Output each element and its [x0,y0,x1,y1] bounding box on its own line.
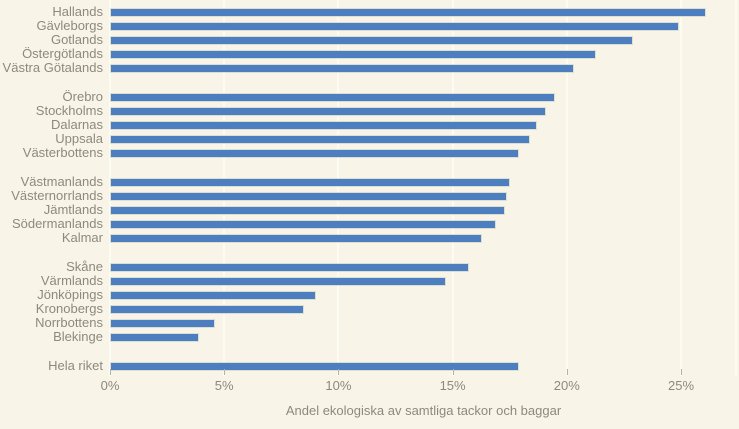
bar [110,361,519,371]
bar-row: Gotlands [0,33,739,47]
category-label: Västerbottens [22,145,103,160]
bar [110,219,496,229]
bar-row: Västmanlands [0,175,739,189]
category-label: Norrbottens [35,315,103,330]
bar-row: Hallands [0,5,739,19]
gridline [565,0,568,376]
bar-row: Norrbottens [0,316,739,330]
bar [110,290,316,300]
bar-row: Dalarnas [0,118,739,132]
bar [110,7,707,17]
bar-row: Västerbottens [0,146,739,160]
category-label: Jämtlands [43,202,103,217]
bar-row: Örebro [0,90,739,104]
bar [110,304,305,314]
category-label: Värmlands [40,273,103,288]
plot-area [109,0,737,376]
bar-row: Västernorrlands [0,189,739,203]
bar [110,134,531,144]
bar-row: Västra Götalands [0,61,739,75]
bar [110,205,506,215]
x-tick-label: 15% [439,378,466,393]
category-label: Kronobergs [35,301,103,316]
bar [110,21,679,31]
bar [110,233,483,243]
bar [110,63,574,73]
bar [110,332,200,342]
x-axis-title: Andel ekologiska av samtliga tackor och … [285,403,562,418]
bar [110,106,547,116]
bar-row: Blekinge [0,330,739,344]
category-label: Skåne [66,259,103,274]
category-label: Kalmar [61,230,103,245]
bar-row: Södermanlands [0,217,739,231]
x-tick-label: 10% [325,378,352,393]
bar [110,120,538,130]
bar [110,177,510,187]
bar [110,191,508,201]
x-tick-label: 5% [214,378,234,393]
bar-row: Uppsala [0,132,739,146]
bar [110,276,446,286]
bar-row: Jönköpings [0,288,739,302]
category-label: Västernorrlands [11,188,103,203]
gridline [451,0,454,376]
category-label: Västmanlands [20,174,103,189]
x-tick-label: 25% [667,378,695,393]
bar [110,35,634,45]
bar [110,49,597,59]
bar [110,262,469,272]
category-label: Gotlands [50,32,103,47]
bar-row: Hela riket [0,359,739,373]
bar-row: Gävleborgs [0,19,739,33]
category-label: Östergötlands [22,46,103,61]
x-tick-label: 20% [553,378,580,393]
category-label: Blekinge [53,329,103,344]
category-label: Stockholms [35,103,103,118]
bar [110,318,216,328]
gridline [109,0,111,376]
bar [110,148,519,158]
x-tick-label: 0% [100,378,120,393]
category-label: Hela riket [48,358,103,373]
category-label: Gävleborgs [36,18,103,33]
gridline [680,0,682,376]
category-label: Västra Götalands [2,60,103,75]
bar-row: Östergötlands [0,47,739,61]
bar [110,92,556,102]
category-label: Södermanlands [11,216,103,231]
plot-right-boundary [735,0,737,376]
category-label: Hallands [52,4,103,19]
gridline [337,0,340,376]
bar-row: Jämtlands [0,203,739,217]
category-label: Örebro [62,89,103,104]
gridline [223,0,226,376]
bar-row: Skåne [0,260,739,274]
bar-row: Kalmar [0,231,739,245]
bar-row: Kronobergs [0,302,739,316]
category-label: Dalarnas [50,117,103,132]
category-label: Jönköpings [37,287,103,302]
bar-row: Stockholms [0,104,739,118]
category-label: Uppsala [55,131,103,146]
bar-row: Värmlands [0,274,739,288]
